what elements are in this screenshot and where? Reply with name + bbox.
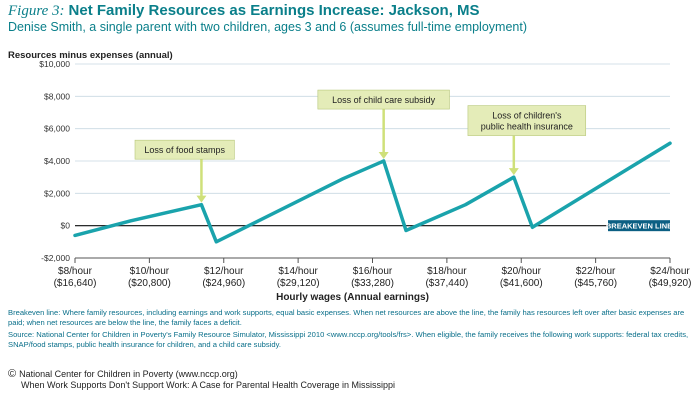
figure-header: Figure 3: Net Family Resources as Earning… [8,2,698,35]
x-tick-label: $10/hour [130,266,170,277]
y-tick-label: $0 [61,221,71,231]
x-tick-label: $8/hour [58,266,93,277]
callout-box [317,89,450,110]
x-tick-sublabel: ($37,440) [425,278,468,289]
title-text: Net Family Resources as Earnings Increas… [68,2,480,19]
chart-notes: Breakeven line: Where family resources, … [8,308,692,352]
x-tick-sublabel: ($45,760) [574,278,617,289]
callout-box [134,139,235,160]
x-tick-sublabel: ($29,120) [277,278,320,289]
callout-label: public health insurance [481,122,573,132]
callout-arrowhead [196,195,207,203]
breakeven-label-box [608,220,670,232]
y-tick-label: $4,000 [44,156,70,166]
x-axis-title: Hourly wages (Annual earnings) [276,292,429,303]
footer-org: National Center for Children in Poverty … [19,369,238,379]
y-axis-title: Resources minus expenses (annual) [8,50,173,61]
y-tick-label: -$2,000 [41,253,70,263]
source-note: Source: National Center for Children in … [8,330,689,349]
line-chart: Resources minus expenses (annual)$10,000… [8,50,692,303]
x-tick-sublabel: ($24,960) [202,278,245,289]
series-line-net-resources [73,141,672,244]
x-tick-label: $22/hour [576,266,616,277]
x-tick-sublabel: ($49,920) [649,278,692,289]
x-tick-sublabel: ($20,800) [128,278,171,289]
copyright-symbol: © [8,368,17,380]
callout-label: Loss of food stamps [144,145,225,155]
y-tick-label: $10,000 [39,59,70,69]
footer: © National Center for Children in Poverty… [8,369,395,391]
x-tick-sublabel: ($33,280) [351,278,394,289]
breakeven-label: BREAKEVEN LINE [606,222,672,231]
chart-subtitle: Denise Smith, a single parent with two c… [8,20,527,34]
callout-label: Loss of child care subsidy [332,95,436,105]
x-tick-label: $18/hour [427,266,467,277]
y-tick-label: $6,000 [44,124,70,134]
x-tick-label: $20/hour [502,266,542,277]
callout-box [467,105,587,136]
figure-label: Figure 3: [8,3,65,19]
footer-line2: When Work Supports Don't Support Work: A… [21,380,396,390]
chart-title: Figure 3: Net Family Resources as Earning… [8,2,698,20]
callout-arrowhead [508,168,519,176]
x-tick-sublabel: ($41,600) [500,278,543,289]
callout-arrowhead [378,152,389,159]
callout-label: Loss of children's [492,111,562,121]
x-tick-label: $24/hour [650,266,690,277]
x-tick-label: $16/hour [353,266,393,277]
x-tick-sublabel: ($16,640) [54,278,97,289]
y-tick-label: $2,000 [44,188,70,198]
breakeven-note: Breakeven line: Where family resources, … [8,308,685,327]
x-tick-label: $12/hour [204,266,244,277]
y-tick-label: $8,000 [44,91,70,101]
x-tick-label: $14/hour [278,266,318,277]
footer-line1: © National Center for Children in Poverty… [8,369,395,380]
